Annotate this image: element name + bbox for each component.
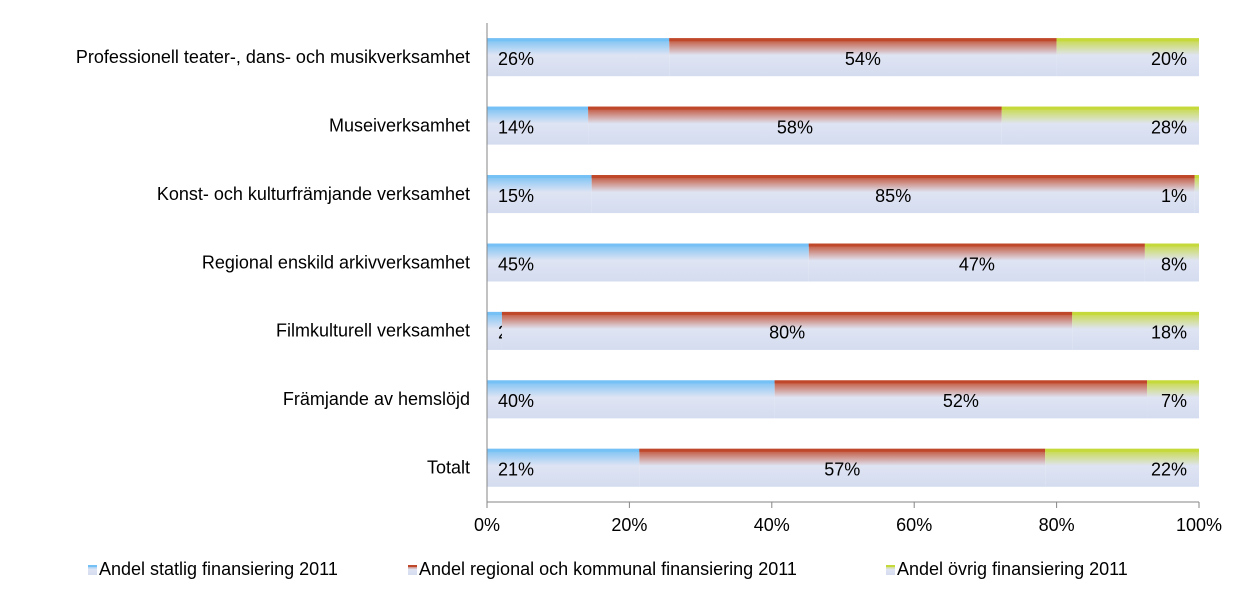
bar-segment bbox=[487, 380, 775, 419]
y-tick-label: Totalt bbox=[427, 458, 470, 478]
bar-segment bbox=[1147, 380, 1199, 419]
value-label: 14% bbox=[498, 117, 534, 137]
y-tick-label: Museiverksamhet bbox=[329, 115, 470, 135]
bar-segment bbox=[487, 38, 670, 77]
bar-segment-top bbox=[1056, 38, 1199, 42]
bar-segment-top bbox=[1001, 106, 1199, 110]
legend-swatch bbox=[88, 565, 97, 575]
bar-segment-top bbox=[487, 243, 809, 247]
bar-segment-top bbox=[487, 106, 589, 110]
value-label: 21% bbox=[498, 460, 534, 480]
y-tick-label: Filmkulturell verksamhet bbox=[276, 321, 470, 341]
x-tick-label: 0% bbox=[474, 515, 500, 535]
x-tick-label: 60% bbox=[896, 515, 932, 535]
legend-label: Andel regional och kommunal finansiering… bbox=[419, 559, 797, 579]
value-label: 45% bbox=[498, 254, 534, 274]
bar-segment bbox=[501, 311, 1073, 350]
x-tick-label: 40% bbox=[754, 515, 790, 535]
bar-segment bbox=[1072, 311, 1199, 350]
y-tick-label: Professionell teater-, dans- och musikve… bbox=[76, 47, 470, 67]
bar-segment-top bbox=[487, 448, 640, 452]
bar-segment-top bbox=[501, 311, 1073, 315]
y-tick-label: Konst- och kulturfrämjande verksamhet bbox=[157, 184, 470, 204]
bar-segment bbox=[1144, 243, 1199, 282]
bar-segment bbox=[1001, 106, 1199, 145]
legend-swatch-top bbox=[886, 565, 895, 567]
y-tick-label: Främjande av hemslöjd bbox=[283, 389, 470, 409]
value-label: 26% bbox=[498, 49, 534, 69]
bar-segment-top bbox=[1194, 175, 1199, 179]
bar-segment-top bbox=[487, 311, 502, 315]
legend-label: Andel övrig finansiering 2011 bbox=[897, 559, 1128, 579]
legend-label: Andel statlig finansiering 2011 bbox=[99, 559, 338, 579]
bar-segment bbox=[591, 175, 1195, 214]
legend-swatch bbox=[408, 565, 417, 575]
bar-segment bbox=[487, 243, 809, 282]
value-label: 18% bbox=[1151, 323, 1187, 343]
bar-segment-top bbox=[808, 243, 1145, 247]
x-tick-label: 100% bbox=[1176, 515, 1222, 535]
bar-segment-top bbox=[669, 38, 1057, 42]
legend-swatch-top bbox=[88, 565, 97, 567]
value-label: 58% bbox=[777, 117, 813, 137]
value-label: 1% bbox=[1161, 186, 1187, 206]
value-label: 57% bbox=[824, 460, 860, 480]
value-label: 85% bbox=[875, 186, 911, 206]
bar-segment-top bbox=[1045, 448, 1199, 452]
bar-segment bbox=[487, 311, 502, 350]
value-label: 54% bbox=[845, 49, 881, 69]
y-tick-label: Regional enskild arkivverksamhet bbox=[202, 252, 470, 272]
value-label: 47% bbox=[959, 254, 995, 274]
value-label: 20% bbox=[1151, 49, 1187, 69]
bar-segment bbox=[774, 380, 1148, 419]
value-label: 8% bbox=[1161, 254, 1187, 274]
legend-swatch bbox=[886, 565, 895, 575]
bar-segment bbox=[669, 38, 1057, 77]
x-tick-label: 80% bbox=[1039, 515, 1075, 535]
value-label: 7% bbox=[1161, 391, 1187, 411]
bar-segment bbox=[639, 448, 1046, 487]
value-label: 40% bbox=[498, 391, 534, 411]
bar-segment bbox=[487, 448, 640, 487]
bar-segment-top bbox=[487, 380, 775, 384]
bar-segment-top bbox=[639, 448, 1046, 452]
bar-segment-top bbox=[1072, 311, 1199, 315]
bar-segment-top bbox=[487, 175, 592, 179]
value-label: 52% bbox=[943, 391, 979, 411]
bar-segment bbox=[487, 106, 589, 145]
x-tick-label: 20% bbox=[611, 515, 647, 535]
bar-segment bbox=[1194, 175, 1199, 214]
value-label: 80% bbox=[769, 323, 805, 343]
legend-swatch-top bbox=[408, 565, 417, 567]
bar-segment bbox=[1056, 38, 1199, 77]
bar-segment bbox=[1045, 448, 1199, 487]
bar-segment-top bbox=[1144, 243, 1199, 247]
bar-segment-top bbox=[1147, 380, 1199, 384]
bar-segment-top bbox=[487, 38, 670, 42]
bar-segment-top bbox=[774, 380, 1148, 384]
value-label: 28% bbox=[1151, 117, 1187, 137]
bar-segment-top bbox=[588, 106, 1002, 110]
value-label: 22% bbox=[1151, 460, 1187, 480]
bar-segment-top bbox=[591, 175, 1195, 179]
bar-segment bbox=[588, 106, 1002, 145]
value-label: 15% bbox=[498, 186, 534, 206]
bar-segment bbox=[487, 175, 592, 214]
bar-segment bbox=[808, 243, 1145, 282]
